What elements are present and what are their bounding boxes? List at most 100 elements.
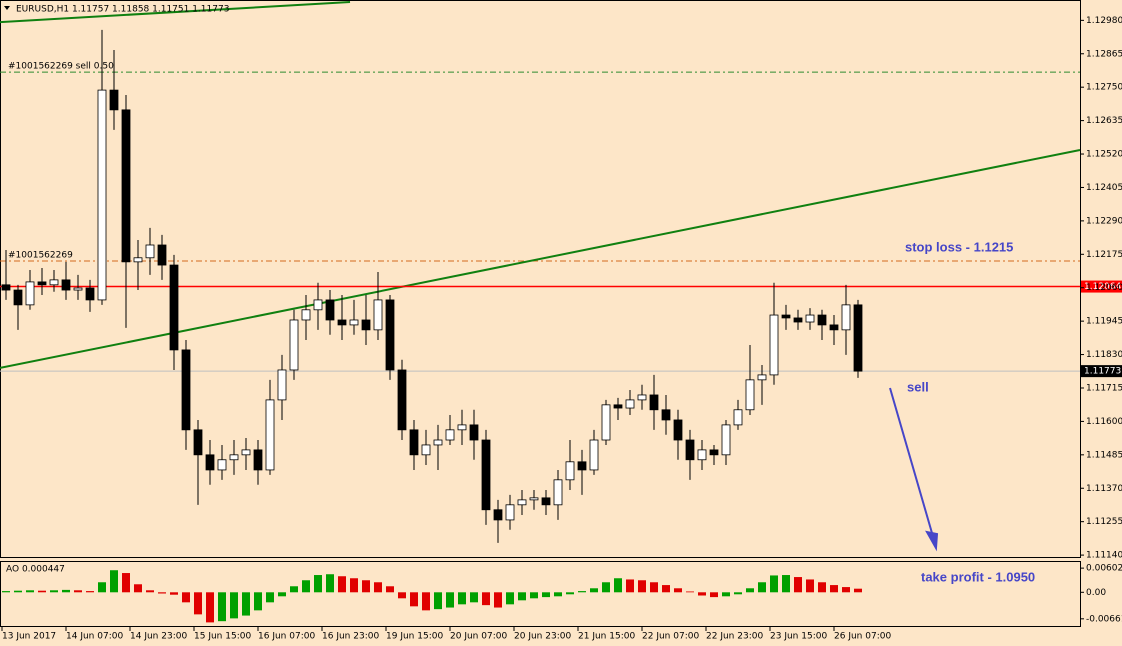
y-tick-label: 1.12980 xyxy=(1086,16,1122,26)
ao-bar xyxy=(386,586,394,593)
x-tick-label: 26 Jun 07:00 xyxy=(834,632,891,642)
ao-bar xyxy=(458,592,466,605)
candle-body xyxy=(493,509,503,521)
ao-bar xyxy=(530,592,538,599)
ao-bar xyxy=(254,592,262,611)
ao-bar xyxy=(230,592,238,619)
ao-bar xyxy=(134,584,142,593)
price-level-box xyxy=(1081,280,1122,293)
ao-bar xyxy=(74,590,82,593)
candle-body xyxy=(349,319,359,326)
ao-bar xyxy=(494,592,502,608)
candle-body xyxy=(37,281,47,286)
price-level-label: 1.12064 xyxy=(1084,282,1121,292)
ao-bar xyxy=(158,592,166,594)
candle-body xyxy=(793,317,803,323)
candle-body xyxy=(661,409,671,421)
ao-bar xyxy=(650,582,658,593)
candle-body xyxy=(133,257,143,263)
candle-body xyxy=(325,299,335,321)
ao-bar xyxy=(590,588,598,593)
ao-bar xyxy=(290,586,298,593)
candle-body xyxy=(169,264,179,351)
candle-body xyxy=(637,394,647,401)
ao-bar xyxy=(422,592,430,611)
candle-body xyxy=(73,287,83,291)
ao-bar xyxy=(14,590,22,593)
y-tick-label: 1.12060 xyxy=(1086,283,1122,293)
ao-bar xyxy=(146,590,154,593)
y-tick-label: 1.12520 xyxy=(1086,150,1122,160)
candle-body xyxy=(805,314,815,323)
candle-body xyxy=(457,424,467,431)
ao-bar xyxy=(554,592,562,597)
ao-bar xyxy=(110,570,118,593)
candle-body xyxy=(517,499,527,506)
ao-bar xyxy=(674,588,682,593)
candle-body xyxy=(145,244,155,259)
ao-pane-frame xyxy=(0,561,1081,627)
candle-body xyxy=(121,109,131,263)
ao-bar xyxy=(818,582,826,593)
candle-body xyxy=(469,424,479,441)
ao-bar xyxy=(626,579,634,593)
y-tick-label: 0.006025 xyxy=(1086,564,1122,574)
candle-body xyxy=(301,309,311,321)
candle-body xyxy=(289,319,299,371)
y-tick-label: 1.11945 xyxy=(1086,317,1122,327)
ao-bar xyxy=(722,592,730,597)
arrow-head xyxy=(925,530,939,552)
candle-body xyxy=(745,379,755,411)
ao-bar xyxy=(770,575,778,593)
ao-bar xyxy=(602,582,610,593)
x-tick-label: 16 Jun 07:00 xyxy=(258,632,315,642)
candle-body xyxy=(337,319,347,326)
stop-loss-note: stop loss - 1.1215 xyxy=(905,239,1013,254)
symbol-header: EURUSD,H1 1.11757 1.11858 1.11751 1.1177… xyxy=(16,5,229,15)
trend-line xyxy=(0,148,1081,369)
take-profit-note: take profit - 1.0950 xyxy=(921,569,1035,584)
ao-bar xyxy=(182,592,190,603)
y-tick-label: 1.12175 xyxy=(1086,250,1122,260)
ao-bar xyxy=(98,582,106,593)
ao-bar xyxy=(566,592,574,595)
ao-bar xyxy=(350,578,358,593)
candle-body xyxy=(565,461,575,481)
candle-body xyxy=(277,369,287,401)
ao-bar xyxy=(470,592,478,603)
candle-body xyxy=(313,299,323,311)
ao-bar xyxy=(830,585,838,593)
candle-body xyxy=(733,409,743,426)
order-label: #1001562269 sell 0.50 xyxy=(8,62,114,72)
candle-body xyxy=(61,279,71,291)
candle-body xyxy=(781,314,791,319)
ao-bar xyxy=(518,592,526,601)
ao-bar xyxy=(266,592,274,603)
ao-bar xyxy=(782,575,790,593)
candle-body xyxy=(541,497,551,506)
ao-bar xyxy=(362,580,370,593)
x-tick-label: 14 Jun 07:00 xyxy=(66,632,123,642)
candle-body xyxy=(181,349,191,431)
candle-body xyxy=(229,454,239,461)
ao-bar xyxy=(2,591,10,593)
candle-body xyxy=(625,399,635,409)
x-tick-label: 15 Jun 15:00 xyxy=(194,632,251,642)
candle-body xyxy=(709,449,719,456)
ao-bar xyxy=(206,592,214,623)
y-tick-label: 1.12405 xyxy=(1086,183,1122,193)
ao-bar xyxy=(542,592,550,598)
candle-body xyxy=(97,89,107,301)
ao-bar xyxy=(50,590,58,593)
candle-body xyxy=(757,374,767,381)
symbol-menu-arrow[interactable] xyxy=(4,6,10,10)
ao-bar xyxy=(686,591,694,593)
y-tick-label: 1.12290 xyxy=(1086,216,1122,226)
ao-bar xyxy=(122,573,130,593)
x-tick-label: 19 Jun 15:00 xyxy=(386,632,443,642)
candle-body xyxy=(445,429,455,441)
ao-bar xyxy=(578,591,586,593)
ao-bar xyxy=(374,582,382,593)
ao-bar xyxy=(338,576,346,593)
